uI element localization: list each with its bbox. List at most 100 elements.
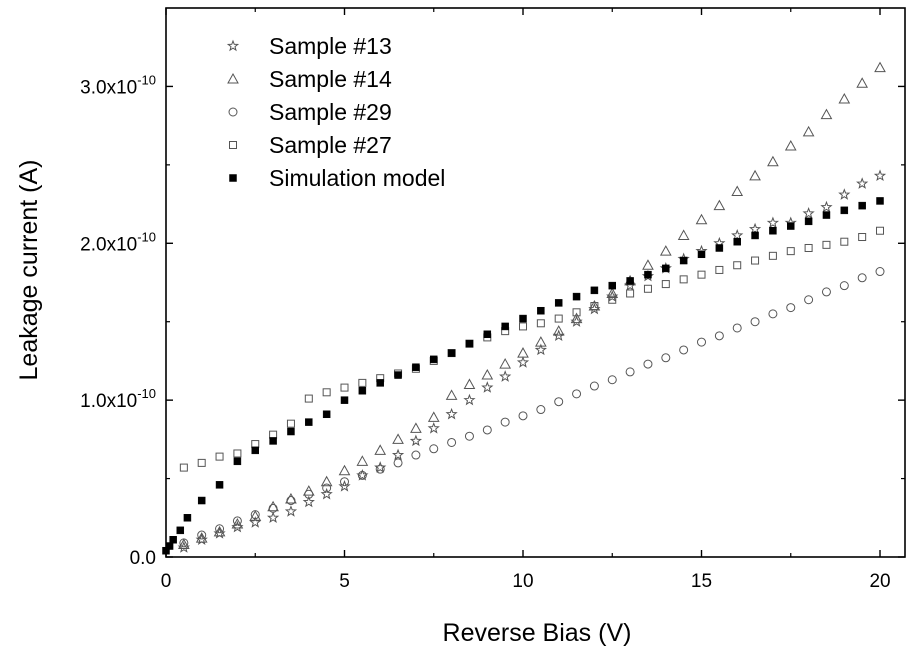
data-point (483, 330, 492, 339)
x-tick-label: 15 (691, 571, 712, 592)
data-point (267, 500, 279, 512)
data-point (822, 211, 831, 219)
data-point (340, 477, 350, 487)
data-point (787, 222, 795, 230)
data-point (840, 237, 849, 246)
data-point (697, 337, 707, 347)
data-point (197, 530, 207, 540)
data-point (340, 396, 349, 404)
data-point (447, 349, 456, 357)
data-point (447, 437, 457, 447)
data-point (802, 125, 815, 137)
data-point (266, 511, 280, 523)
data-point (784, 140, 797, 151)
legend-label: Sample #14 (269, 66, 392, 92)
data-point (176, 526, 185, 535)
data-point (358, 386, 367, 395)
data-point (661, 353, 671, 363)
data-point (804, 243, 813, 252)
data-point (590, 302, 599, 311)
data-point (231, 518, 244, 529)
data-point (588, 299, 601, 311)
data-point (393, 458, 403, 468)
data-point (856, 177, 869, 189)
data-point (519, 314, 527, 323)
data-point (644, 270, 652, 279)
x-axis-title: Reverse Bias (V) (443, 619, 632, 647)
data-point (232, 516, 242, 526)
data-point (570, 312, 583, 324)
data-point (302, 495, 315, 508)
data-point (677, 229, 690, 240)
series-sample-27 (179, 226, 885, 472)
data-point (338, 464, 351, 476)
data-point (322, 483, 332, 493)
data-point (715, 265, 724, 274)
data-point (464, 431, 474, 441)
data-point (554, 314, 563, 323)
x-tick-label: 20 (869, 571, 890, 592)
data-point (838, 92, 851, 104)
data-point (465, 339, 474, 348)
data-point (320, 475, 333, 487)
data-point (786, 247, 795, 256)
data-point (590, 286, 599, 295)
data-point (517, 347, 529, 358)
data-point (625, 367, 635, 377)
legend-marker (228, 107, 238, 117)
plot-border (165, 7, 906, 558)
data-point (250, 510, 260, 520)
data-point (804, 217, 813, 226)
data-point (285, 492, 297, 504)
y-tick-label: 2.0x10-10 (80, 229, 156, 255)
data-point (751, 256, 760, 265)
data-point (429, 444, 439, 454)
data-point (876, 197, 884, 205)
data-point (392, 433, 404, 444)
data-point (518, 411, 528, 421)
data-point (427, 421, 440, 434)
data-point (463, 393, 476, 406)
data-point (499, 370, 512, 382)
data-point (643, 359, 653, 369)
data-point (874, 61, 886, 73)
data-point (552, 329, 565, 342)
data-point (768, 251, 777, 260)
data-point (500, 417, 510, 427)
data-point (713, 199, 726, 211)
data-point (269, 437, 277, 445)
legend-marker (227, 72, 239, 84)
data-point (820, 108, 833, 120)
data-point (661, 280, 670, 289)
data-point (215, 524, 225, 534)
data-point (822, 240, 831, 249)
x-tick-label: 5 (339, 571, 350, 592)
data-point (358, 378, 367, 387)
data-point (570, 315, 583, 327)
data-point (286, 419, 295, 428)
data-point (626, 289, 635, 298)
data-point (786, 303, 796, 313)
data-point (178, 538, 190, 549)
x-axis: 0 5 10 15 20 (161, 8, 891, 592)
data-point (606, 287, 619, 298)
data-point (233, 449, 242, 458)
data-point (856, 77, 869, 88)
data-point (286, 496, 296, 506)
data-point (804, 295, 814, 305)
data-point (357, 470, 367, 480)
legend-marker (226, 39, 240, 52)
legend-marker (229, 141, 237, 149)
data-point (679, 256, 688, 265)
data-point (499, 358, 512, 369)
data-point (445, 389, 458, 400)
data-point (534, 343, 547, 356)
data-point (572, 389, 582, 399)
data-point (269, 430, 278, 439)
data-point (481, 369, 494, 380)
series-simulation-model (162, 197, 884, 555)
data-point (356, 455, 369, 466)
data-point (751, 231, 759, 240)
data-point (516, 356, 530, 368)
data-point (552, 325, 565, 336)
